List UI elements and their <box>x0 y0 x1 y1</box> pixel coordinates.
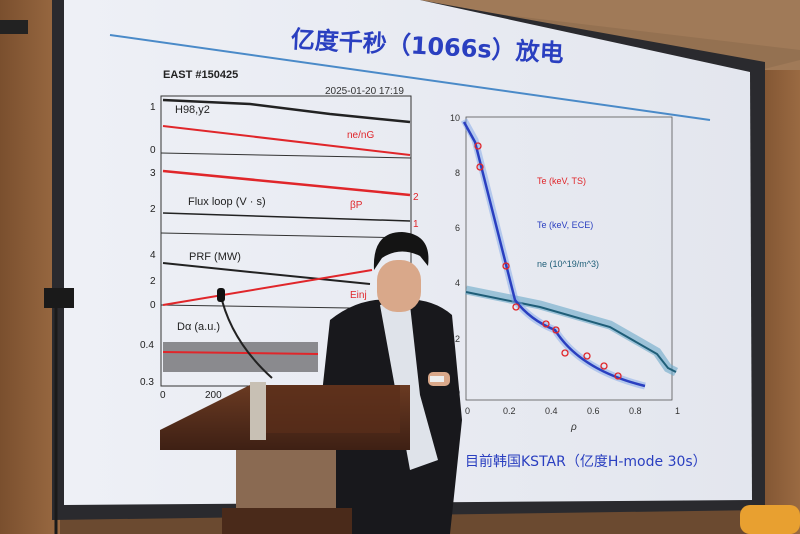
kstar-caption: 目前韩国KSTAR（亿度H-mode 30s） <box>465 453 707 470</box>
speaker-device <box>44 288 74 308</box>
projection-screen <box>64 0 752 505</box>
ytick: 1 <box>150 102 156 113</box>
ytick: 2 <box>455 334 460 344</box>
ytick: 3 <box>150 168 156 179</box>
right-figure: 10 8 6 4 2 0 0 0.2 0.4 0.6 0.8 1 ρ Te (k… <box>450 113 707 470</box>
wall-camera <box>0 20 28 34</box>
ytick: 0.3 <box>140 377 154 388</box>
panel2-label-a: Flux loop (V · s) <box>188 196 266 208</box>
left-figure: EAST #150425 2025-01-20 17:19 H98,y2 ne/… <box>140 69 419 401</box>
podium <box>160 288 410 534</box>
panel2-label-b: βP <box>350 200 363 211</box>
x-axis-label: ρ <box>570 422 577 433</box>
timestamp: 2025-01-20 17:19 <box>325 86 404 97</box>
ytick: 0 <box>150 300 156 311</box>
left-wood-wall <box>0 0 60 534</box>
xtick: 1 <box>675 406 680 416</box>
shot-label: EAST #150425 <box>163 69 238 81</box>
panel3-label-a: PRF (MW) <box>189 251 241 263</box>
ytick: 4 <box>455 278 460 288</box>
legend-te-ts: Te (keV, TS) <box>537 176 586 186</box>
panel1-label-a: H98,y2 <box>175 104 210 116</box>
ytick: 6 <box>455 223 460 233</box>
panel1-label-b: ne/nG <box>347 130 374 141</box>
chair <box>740 505 800 534</box>
ts-data-points <box>474 142 622 380</box>
right-ytick: 1 <box>413 219 419 230</box>
legend-te-ece: Te (keV, ECE) <box>537 220 593 230</box>
ytick: 4 <box>150 250 156 261</box>
ytick: 0.4 <box>140 340 154 351</box>
ytick: 2 <box>150 204 156 215</box>
ytick: 8 <box>455 168 460 178</box>
ytick: 10 <box>450 113 460 123</box>
ytick: 0 <box>150 145 156 156</box>
xtick: 0.8 <box>629 406 642 416</box>
ytick: 2 <box>150 276 156 287</box>
right-ytick: 2 <box>413 192 419 203</box>
xtick: 0.4 <box>545 406 558 416</box>
xtick: 200 <box>205 390 222 401</box>
panel3-label-b: Einj <box>350 290 367 301</box>
xtick: 0.6 <box>587 406 600 416</box>
xtick: 0 <box>465 406 470 416</box>
xtick: 0.2 <box>503 406 516 416</box>
legend-ne: ne (10^19/m^3) <box>537 259 599 269</box>
microphone <box>219 291 273 379</box>
panel4-label: Dα (a.u.) <box>177 321 220 333</box>
xtick: 0 <box>160 390 166 401</box>
